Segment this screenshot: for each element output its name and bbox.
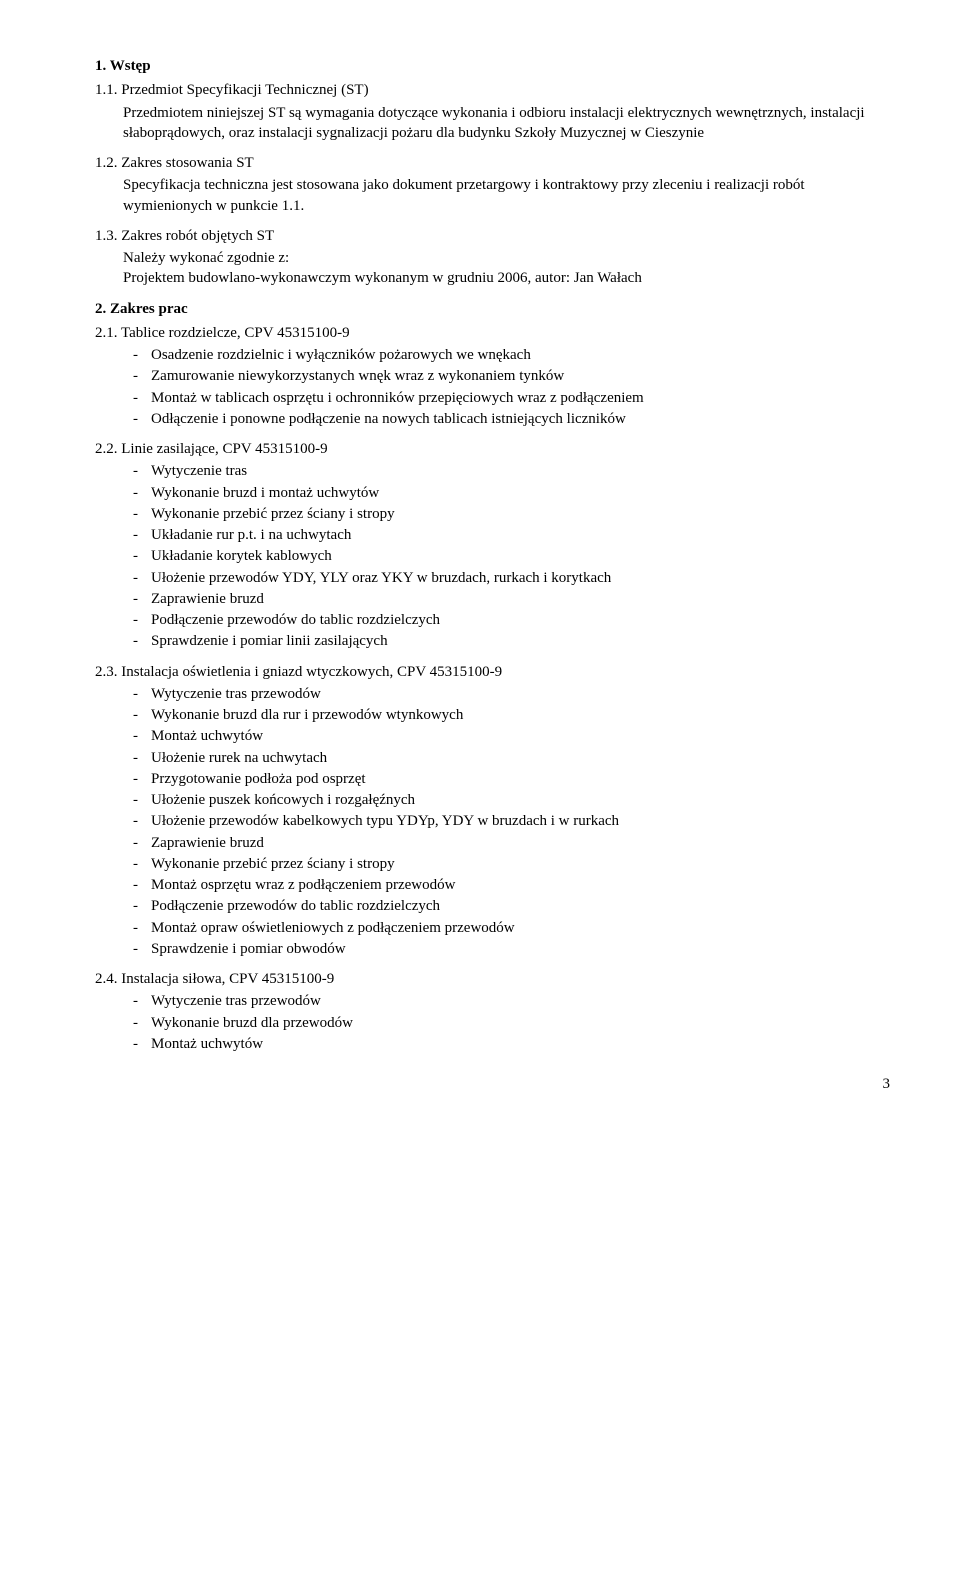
list-item: Montaż opraw oświetleniowych z podłączen…	[151, 918, 890, 938]
list-item: Osadzenie rozdzielnic i wyłączników poża…	[151, 345, 890, 365]
num-1-3: 1.3. Zakres robót objętych ST	[95, 226, 890, 246]
num-2-3: 2.3. Instalacja oświetlenia i gniazd wty…	[95, 662, 890, 682]
list-item: Wytyczenie tras	[151, 461, 890, 481]
list-item: Montaż uchwytów	[151, 726, 890, 746]
list-item: Zamurowanie niewykorzystanych wnęk wraz …	[151, 366, 890, 386]
num-1-2: 1.2. Zakres stosowania ST	[95, 153, 890, 173]
num-2-4: 2.4. Instalacja siłowa, CPV 45315100-9	[95, 969, 890, 989]
list-2-4: Wytyczenie tras przewodówWykonanie bruzd…	[95, 991, 890, 1054]
list-item: Zaprawienie bruzd	[151, 833, 890, 853]
list-item: Wykonanie bruzd i montaż uchwytów	[151, 483, 890, 503]
list-item: Montaż uchwytów	[151, 1034, 890, 1054]
list-item: Układanie rur p.t. i na uchwytach	[151, 525, 890, 545]
list-item: Ułożenie przewodów YDY, YLY oraz YKY w b…	[151, 568, 890, 588]
body-1-2: Specyfikacja techniczna jest stosowana j…	[95, 175, 890, 216]
list-item: Montaż w tablicach osprzętu i ochronnikó…	[151, 388, 890, 408]
list-item: Ułożenie puszek końcowych i rozgałęźnych	[151, 790, 890, 810]
list-2-3: Wytyczenie tras przewodówWykonanie bruzd…	[95, 684, 890, 959]
heading-1: 1. Wstęp	[95, 56, 890, 76]
list-item: Wykonanie bruzd dla rur i przewodów wtyn…	[151, 705, 890, 725]
list-item: Zaprawienie bruzd	[151, 589, 890, 609]
body-1-3-l1: Należy wykonać zgodnie z:	[95, 248, 890, 268]
num-2-2: 2.2. Linie zasilające, CPV 45315100-9	[95, 439, 890, 459]
list-item: Montaż osprzętu wraz z podłączeniem prze…	[151, 875, 890, 895]
list-item: Układanie korytek kablowych	[151, 546, 890, 566]
list-item: Ułożenie przewodów kabelkowych typu YDYp…	[151, 811, 890, 831]
list-item: Podłączenie przewodów do tablic rozdziel…	[151, 610, 890, 630]
list-item: Wytyczenie tras przewodów	[151, 684, 890, 704]
list-item: Wykonanie przebić przez ściany i stropy	[151, 504, 890, 524]
body-1-1: Przedmiotem niniejszej ST są wymagania d…	[95, 103, 890, 144]
list-2-2: Wytyczenie trasWykonanie bruzd i montaż …	[95, 461, 890, 651]
page-number: 3	[95, 1074, 890, 1094]
list-item: Wytyczenie tras przewodów	[151, 991, 890, 1011]
list-item: Sprawdzenie i pomiar linii zasilających	[151, 631, 890, 651]
list-item: Podłączenie przewodów do tablic rozdziel…	[151, 896, 890, 916]
list-item: Przygotowanie podłoża pod osprzęt	[151, 769, 890, 789]
body-1-3-l2: Projektem budowlano-wykonawczym wykonany…	[95, 268, 890, 288]
block-1-2: 1.2. Zakres stosowania ST Specyfikacja t…	[95, 153, 890, 216]
num-1-1: 1.1. Przedmiot Specyfikacji Technicznej …	[95, 80, 890, 100]
list-2-1: Osadzenie rozdzielnic i wyłączników poża…	[95, 345, 890, 429]
list-item: Wykonanie bruzd dla przewodów	[151, 1013, 890, 1033]
block-1-1: 1.1. Przedmiot Specyfikacji Technicznej …	[95, 80, 890, 143]
block-1-3: 1.3. Zakres robót objętych ST Należy wyk…	[95, 226, 890, 289]
heading-2: 2. Zakres prac	[95, 299, 890, 319]
list-item: Wykonanie przebić przez ściany i stropy	[151, 854, 890, 874]
list-item: Odłączenie i ponowne podłączenie na nowy…	[151, 409, 890, 429]
list-item: Sprawdzenie i pomiar obwodów	[151, 939, 890, 959]
list-item: Ułożenie rurek na uchwytach	[151, 748, 890, 768]
num-2-1: 2.1. Tablice rozdzielcze, CPV 45315100-9	[95, 323, 890, 343]
